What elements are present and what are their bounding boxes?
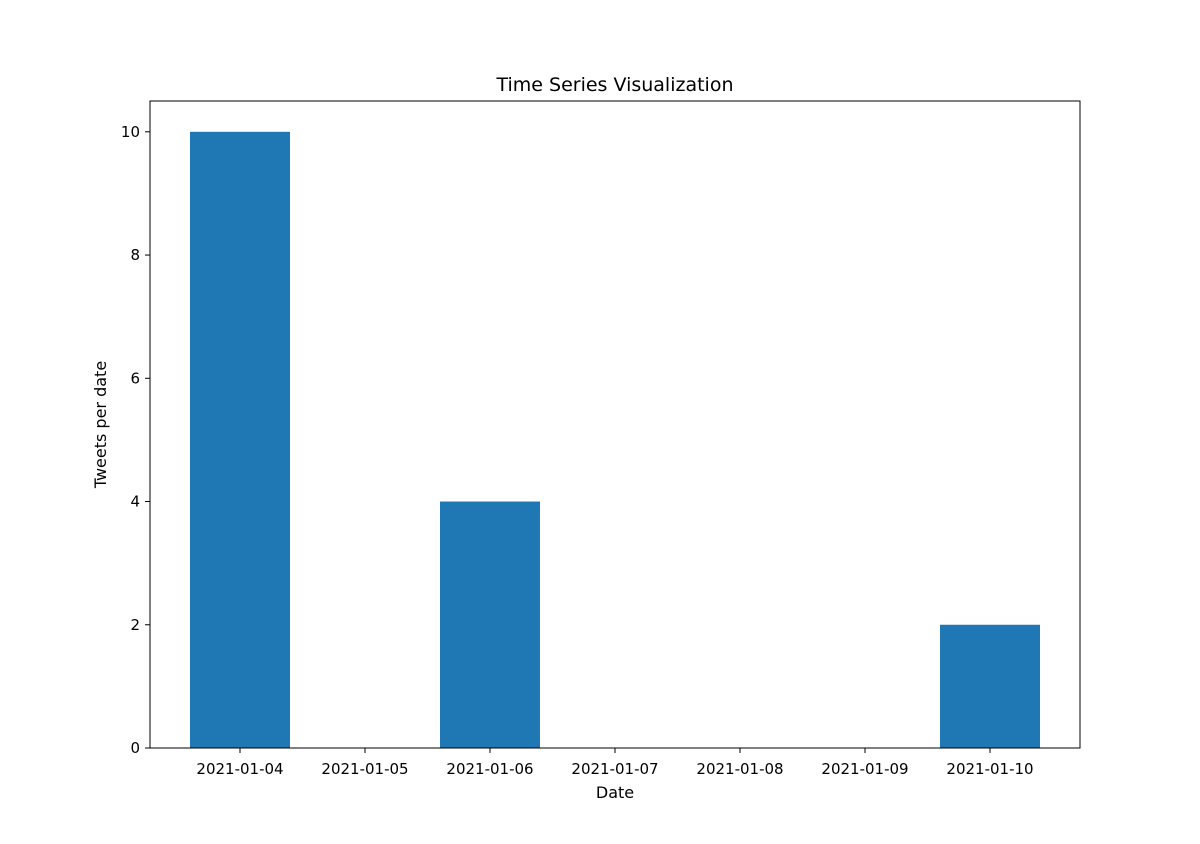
y-tick-label: 2 xyxy=(130,616,140,634)
bar-2021-01-10 xyxy=(940,624,1040,748)
x-tick-label: 2021-01-06 xyxy=(446,760,533,778)
y-tick-label: 6 xyxy=(130,369,140,387)
chart-title: Time Series Visualization xyxy=(495,74,733,96)
x-axis-label: Date xyxy=(596,783,634,802)
x-tick-label: 2021-01-09 xyxy=(821,760,908,778)
x-tick-label: 2021-01-04 xyxy=(196,760,283,778)
bar-2021-01-04 xyxy=(190,131,290,749)
x-tick-label: 2021-01-10 xyxy=(946,760,1033,778)
y-tick-label: 8 xyxy=(130,246,140,264)
x-tick-label: 2021-01-05 xyxy=(321,760,408,778)
x-tick-label: 2021-01-07 xyxy=(571,760,658,778)
y-axis-ticks: 0 2 4 6 8 10 xyxy=(121,123,150,757)
x-axis-ticks: 2021-01-04 2021-01-05 2021-01-06 2021-01-07… xyxy=(196,748,1034,778)
x-tick-label: 2021-01-08 xyxy=(696,760,783,778)
bars-layer xyxy=(190,131,1040,749)
y-tick-label: 0 xyxy=(130,739,140,757)
bar-2021-01-06 xyxy=(440,501,540,748)
y-axis-label: Tweets per date xyxy=(91,361,110,489)
plot-frame xyxy=(149,100,1081,749)
y-tick-label: 4 xyxy=(130,493,140,511)
y-tick-label: 10 xyxy=(121,123,140,141)
